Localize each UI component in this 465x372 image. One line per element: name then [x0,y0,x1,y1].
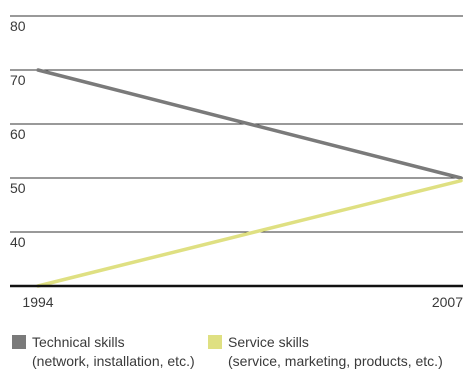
y-tick-label-80: 80 [10,18,26,34]
x-axis-tick-labels: 1994 2007 [22,294,463,310]
legend-item-technical-skills: Technical skills (network, installation,… [12,333,195,371]
y-tick-label-70: 70 [10,72,26,88]
legend-sublabel-technical-skills: (network, installation, etc.) [32,353,195,369]
y-axis-tick-labels: 40 50 60 70 80 [10,18,26,250]
line-chart: 40 50 60 70 80 1994 2007 [10,15,463,310]
series-lines [36,68,463,288]
legend-swatch-technical-skills [12,335,26,349]
legend-label-technical-skills: Technical skills [32,334,125,350]
legend-item-service-skills: Service skills (service, marketing, prod… [208,333,443,371]
x-tick-label-2007: 2007 [432,294,463,310]
series-line-technical-skills [36,68,463,180]
y-tick-label-60: 60 [10,126,26,142]
legend-sublabel-service-skills: (service, marketing, products, etc.) [228,353,443,369]
series-line-service-skills [36,178,463,288]
y-tick-label-50: 50 [10,180,26,196]
y-tick-label-40: 40 [10,234,26,250]
gridlines [10,15,463,233]
legend-label-service-skills: Service skills [228,334,309,350]
x-tick-label-1994: 1994 [22,294,53,310]
legend-swatch-service-skills [208,335,222,349]
